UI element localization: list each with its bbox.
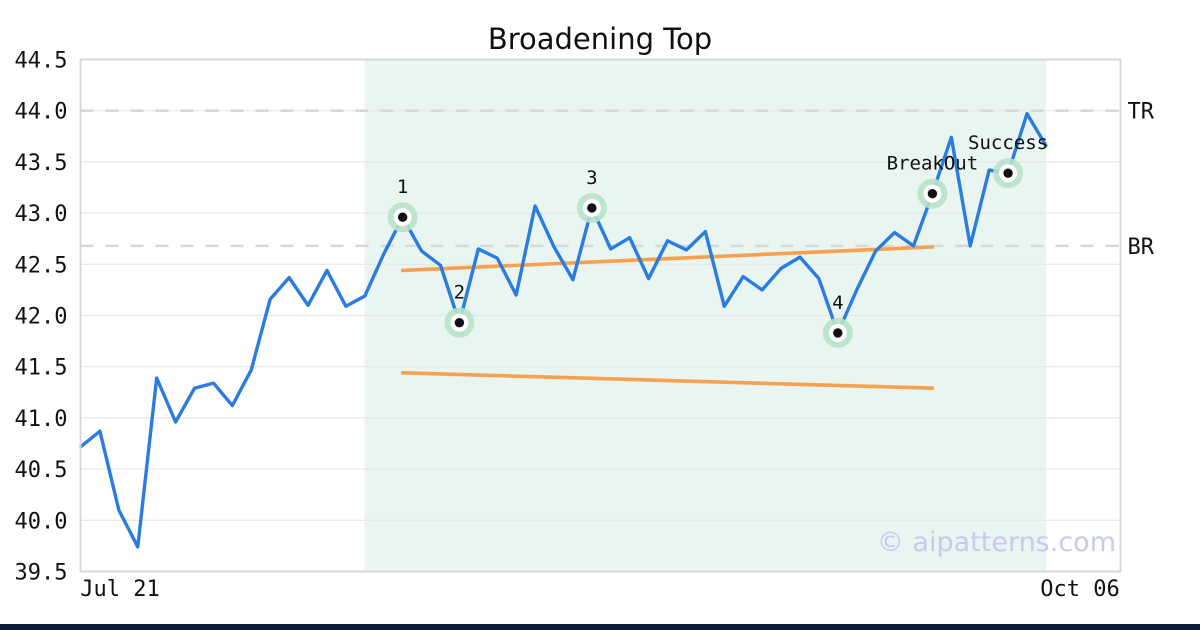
level-lines-layer: TR BR	[80, 100, 1155, 260]
marker-dot-breakout	[927, 188, 938, 199]
plot-border	[79, 58, 1122, 573]
level-label-br: BR	[1128, 235, 1155, 260]
price-line	[79, 112, 1048, 549]
y-tick-label: 43.0	[15, 202, 68, 227]
y-tick-label: 41.5	[15, 356, 68, 381]
axis-labels-layer: 44.5 44.0 43.5 43.0 42.5 42.0 41.5 41.0 40.5 40.0…	[15, 49, 1120, 603]
bottom-accent-bar	[0, 624, 1200, 630]
marker-dot-1	[397, 212, 408, 222]
y-tick-label: 41.0	[15, 407, 68, 432]
level-label-tr: TR	[1128, 100, 1155, 125]
annotation-label-3: 3	[586, 167, 597, 189]
y-tick-label: 39.5	[15, 561, 68, 586]
price-line-layer	[79, 112, 1048, 549]
lower-broadening-line	[400, 371, 935, 391]
marker-dot-success	[1003, 168, 1013, 178]
marker-dot-4	[833, 328, 843, 338]
y-tick-label: 42.5	[15, 253, 68, 278]
annotation-label-4: 4	[832, 292, 843, 314]
marker-dot-2	[454, 317, 465, 328]
y-tick-label: 43.5	[15, 151, 68, 176]
x-tick-label: Oct 06	[1040, 577, 1119, 602]
chart-title: Broadening Top	[488, 22, 712, 56]
y-tick-label: 44.0	[15, 100, 68, 125]
y-tick-label: 40.5	[15, 458, 68, 483]
annotation-label-success: Success	[968, 132, 1048, 154]
y-tick-label: 42.0	[15, 305, 68, 330]
upper-broadening-line	[400, 245, 935, 273]
y-tick-label: 44.5	[15, 49, 68, 74]
marker-dot-3	[587, 203, 597, 213]
annotation-label-breakout: BreakOut	[887, 153, 979, 175]
x-tick-label: Jul 21	[80, 577, 159, 602]
annotation-label-1: 1	[397, 176, 408, 198]
annotation-label-2: 2	[454, 282, 465, 304]
watermark: © aipatterns.com	[877, 527, 1116, 558]
trendlines-layer	[400, 245, 935, 391]
y-tick-label: 40.0	[15, 509, 68, 534]
